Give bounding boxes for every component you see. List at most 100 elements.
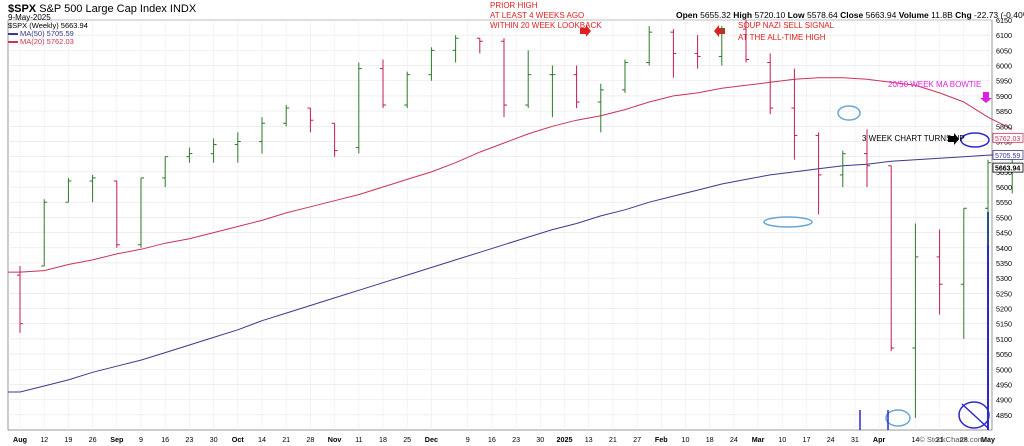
ohlc-bar xyxy=(259,117,265,154)
highlight-ellipse xyxy=(837,105,861,121)
x-tick-label: 25 xyxy=(403,435,411,444)
price-tag-label: 5663.94 xyxy=(995,166,1020,173)
annotation-soup-nazi: SOUP NAZI SELL SIGNAL xyxy=(738,21,835,30)
x-tick-label: Sep xyxy=(110,435,124,444)
ohlc-bar xyxy=(210,138,217,163)
close-label: Close xyxy=(840,10,864,20)
x-tick-label: 14 xyxy=(258,435,266,444)
legend-ma20-text: MA(20) 5762.03 xyxy=(20,37,74,46)
x-tick-label: 24 xyxy=(827,435,835,444)
x-tick-label: Dec xyxy=(425,435,438,444)
ohlc-bar xyxy=(452,35,459,63)
x-tick-label: 27 xyxy=(633,435,641,444)
x-tick-label: 23 xyxy=(512,435,520,444)
x-tick-label: 18 xyxy=(379,435,387,444)
x-tick-label: 9 xyxy=(466,435,470,444)
chart-date: 9-May-2025 xyxy=(8,13,51,22)
ohlc-bar xyxy=(960,207,967,339)
y-tick-label: 5150 xyxy=(996,320,1012,329)
red-arrow-right-icon xyxy=(580,25,591,37)
annotation-3-week: 3 WEEK CHART TURNS UP xyxy=(862,134,965,143)
legend-price: $SPX (Weekly) 5663.94 xyxy=(8,21,88,30)
low-label: Low xyxy=(787,10,805,20)
y-tick-label: 4900 xyxy=(996,396,1012,405)
y-tick-label: 5900 xyxy=(996,92,1012,101)
chg-value: -22.73 (-0.40%) xyxy=(974,10,1024,20)
annotation-lookback: WITHIN 20 WEEK LOOKBACK xyxy=(490,21,602,30)
y-tick-label: 6000 xyxy=(996,62,1012,71)
x-tick-label: 12 xyxy=(40,435,48,444)
ohlc-bar xyxy=(646,26,653,66)
ohlc-bar xyxy=(525,50,532,109)
x-tick-label: Mar xyxy=(752,435,765,444)
chart-title: $SPX S&P 500 Large Cap Index INDX xyxy=(8,3,196,15)
ohlc-bar xyxy=(113,180,120,248)
volume-label: Volume xyxy=(898,10,929,20)
low-value: 5578.64 xyxy=(806,10,838,20)
y-tick-label: 4950 xyxy=(996,380,1012,389)
chg-label: Chg xyxy=(955,10,972,20)
x-tick-label: 31 xyxy=(851,435,859,444)
ohlc-bar xyxy=(162,156,169,188)
highlight-ellipse xyxy=(763,216,813,228)
y-tick-label: 6100 xyxy=(996,31,1012,40)
y-tick-label: 5250 xyxy=(996,289,1012,298)
x-tick-label: 13 xyxy=(585,435,593,444)
ohlc-bar xyxy=(767,53,774,115)
x-tick-label: Nov xyxy=(328,435,342,444)
ma-line-ma20 xyxy=(8,77,1013,273)
ohlc-bar xyxy=(815,132,822,215)
legend-ma50-swatch xyxy=(8,33,18,36)
ohlc-bar xyxy=(307,107,314,133)
x-tick-label: Feb xyxy=(655,435,668,444)
ohlc-bar xyxy=(234,132,241,163)
ohlc-readout: Open 5655.32 High 5720.10 Low 5578.64 Cl… xyxy=(676,10,1024,20)
ohlc-bar xyxy=(138,177,144,248)
x-tick-label: 11 xyxy=(355,435,362,444)
high-value: 5720.10 xyxy=(754,10,786,20)
ohlc-bar xyxy=(694,35,701,69)
ohlc-bar xyxy=(17,266,23,333)
y-tick-label: 5850 xyxy=(996,107,1012,116)
x-tick-label: 18 xyxy=(706,435,714,444)
legend-ma50: MA(50) 5705.59 xyxy=(8,29,74,38)
high-label: High xyxy=(733,10,753,20)
x-tick-label: 14 xyxy=(911,435,919,444)
price-tag-box xyxy=(992,162,1024,173)
x-tick-label: Oct xyxy=(232,435,245,444)
ohlc-bar xyxy=(912,223,919,418)
x-tick-label: 23 xyxy=(185,435,193,444)
legend-ma20-swatch xyxy=(8,41,18,44)
ohlc-bar xyxy=(888,165,895,352)
y-tick-label: 5600 xyxy=(996,183,1012,192)
x-tick-label: 19 xyxy=(64,435,72,444)
y-tick-label: 6150 xyxy=(996,16,1012,25)
ohlc-bar xyxy=(355,62,362,154)
price-tag-label: 5705.59 xyxy=(995,153,1020,160)
y-tick-label: 6050 xyxy=(996,46,1012,55)
ohlc-bar xyxy=(186,147,193,163)
price-tag-box xyxy=(992,132,1024,143)
y-tick-label: 5100 xyxy=(996,335,1012,344)
ohlc-bar xyxy=(936,229,943,315)
plot-area xyxy=(7,19,993,431)
ohlc-bar xyxy=(622,59,628,93)
x-tick-label: 30 xyxy=(210,435,218,444)
ohlc-bar xyxy=(476,37,483,54)
ohlc-bar xyxy=(573,65,580,109)
close-value: 5663.94 xyxy=(865,10,897,20)
ohlc-bar xyxy=(549,65,556,118)
open-label: Open xyxy=(676,10,698,20)
ohlc-bar xyxy=(89,174,96,203)
x-tick-label: Aug xyxy=(13,435,27,444)
annotation-4-weeks: AT LEAST 4 WEEKS AGO xyxy=(490,11,585,20)
y-tick-label: 5500 xyxy=(996,213,1012,222)
x-tick-label: 10 xyxy=(682,435,690,444)
annotation-all-time-high: AT THE ALL-TIME HIGH xyxy=(738,33,826,42)
x-tick-label: 2025 xyxy=(557,435,573,444)
ohlc-bar xyxy=(718,26,725,66)
x-tick-label: 28 xyxy=(960,435,968,444)
highlight-ellipse xyxy=(885,409,911,427)
open-value: 5655.32 xyxy=(700,10,731,20)
black-arrow-right-icon xyxy=(948,133,959,145)
